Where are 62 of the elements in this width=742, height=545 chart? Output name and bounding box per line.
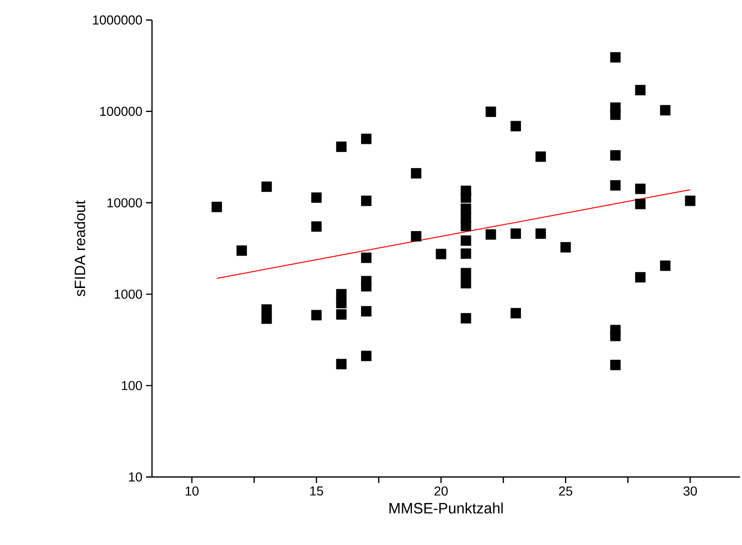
point [610, 360, 621, 370]
point [635, 272, 646, 283]
point [361, 306, 372, 316]
point [212, 202, 222, 212]
point [236, 245, 247, 256]
point [311, 221, 322, 232]
x-tick-label: 25 [559, 486, 572, 496]
point [460, 313, 472, 324]
point [535, 151, 546, 162]
point [336, 309, 347, 320]
point [460, 248, 472, 259]
point [635, 184, 646, 194]
point [510, 308, 521, 318]
point [336, 142, 347, 152]
point [261, 313, 272, 324]
point [410, 168, 422, 179]
point [510, 120, 521, 132]
y-tick-label: 100000 [100, 106, 142, 116]
point [660, 260, 670, 271]
point [460, 278, 472, 288]
point [460, 268, 472, 278]
point [610, 180, 621, 191]
x-tick-label: 20 [434, 486, 448, 496]
point [436, 248, 446, 260]
x-tick-label: 10 [186, 486, 199, 496]
point [460, 192, 472, 203]
point [610, 52, 621, 63]
point [635, 198, 646, 210]
y-tick-label: 1000 [114, 290, 142, 299]
x-tick-label: 30 [683, 486, 697, 496]
x-axis-title: MMSE-Punktzahl [390, 502, 503, 514]
point [635, 84, 646, 96]
point [261, 304, 272, 315]
point [361, 350, 372, 362]
point [660, 105, 670, 116]
point [486, 106, 496, 117]
point [460, 235, 472, 246]
point [336, 358, 347, 370]
point [610, 330, 621, 342]
point [535, 228, 546, 239]
point [361, 134, 372, 144]
point [460, 220, 472, 232]
y-tick-label: 10000 [107, 198, 142, 208]
point [261, 181, 272, 192]
y-axis-title: sFIDA readout [74, 200, 86, 296]
point [486, 229, 496, 240]
point [311, 310, 322, 320]
point [610, 109, 621, 120]
y-tick-label: 10 [129, 472, 142, 482]
point [610, 150, 621, 161]
x-tick-label: 15 [310, 486, 324, 496]
point [311, 192, 322, 203]
point [684, 196, 696, 206]
point [410, 231, 422, 242]
point [510, 228, 521, 239]
point [361, 252, 372, 264]
point [336, 298, 347, 308]
point [560, 242, 571, 252]
y-tick-label: 1000000 [93, 15, 142, 25]
point [361, 196, 372, 206]
y-tick-label: 100 [122, 380, 142, 390]
point [361, 281, 372, 292]
